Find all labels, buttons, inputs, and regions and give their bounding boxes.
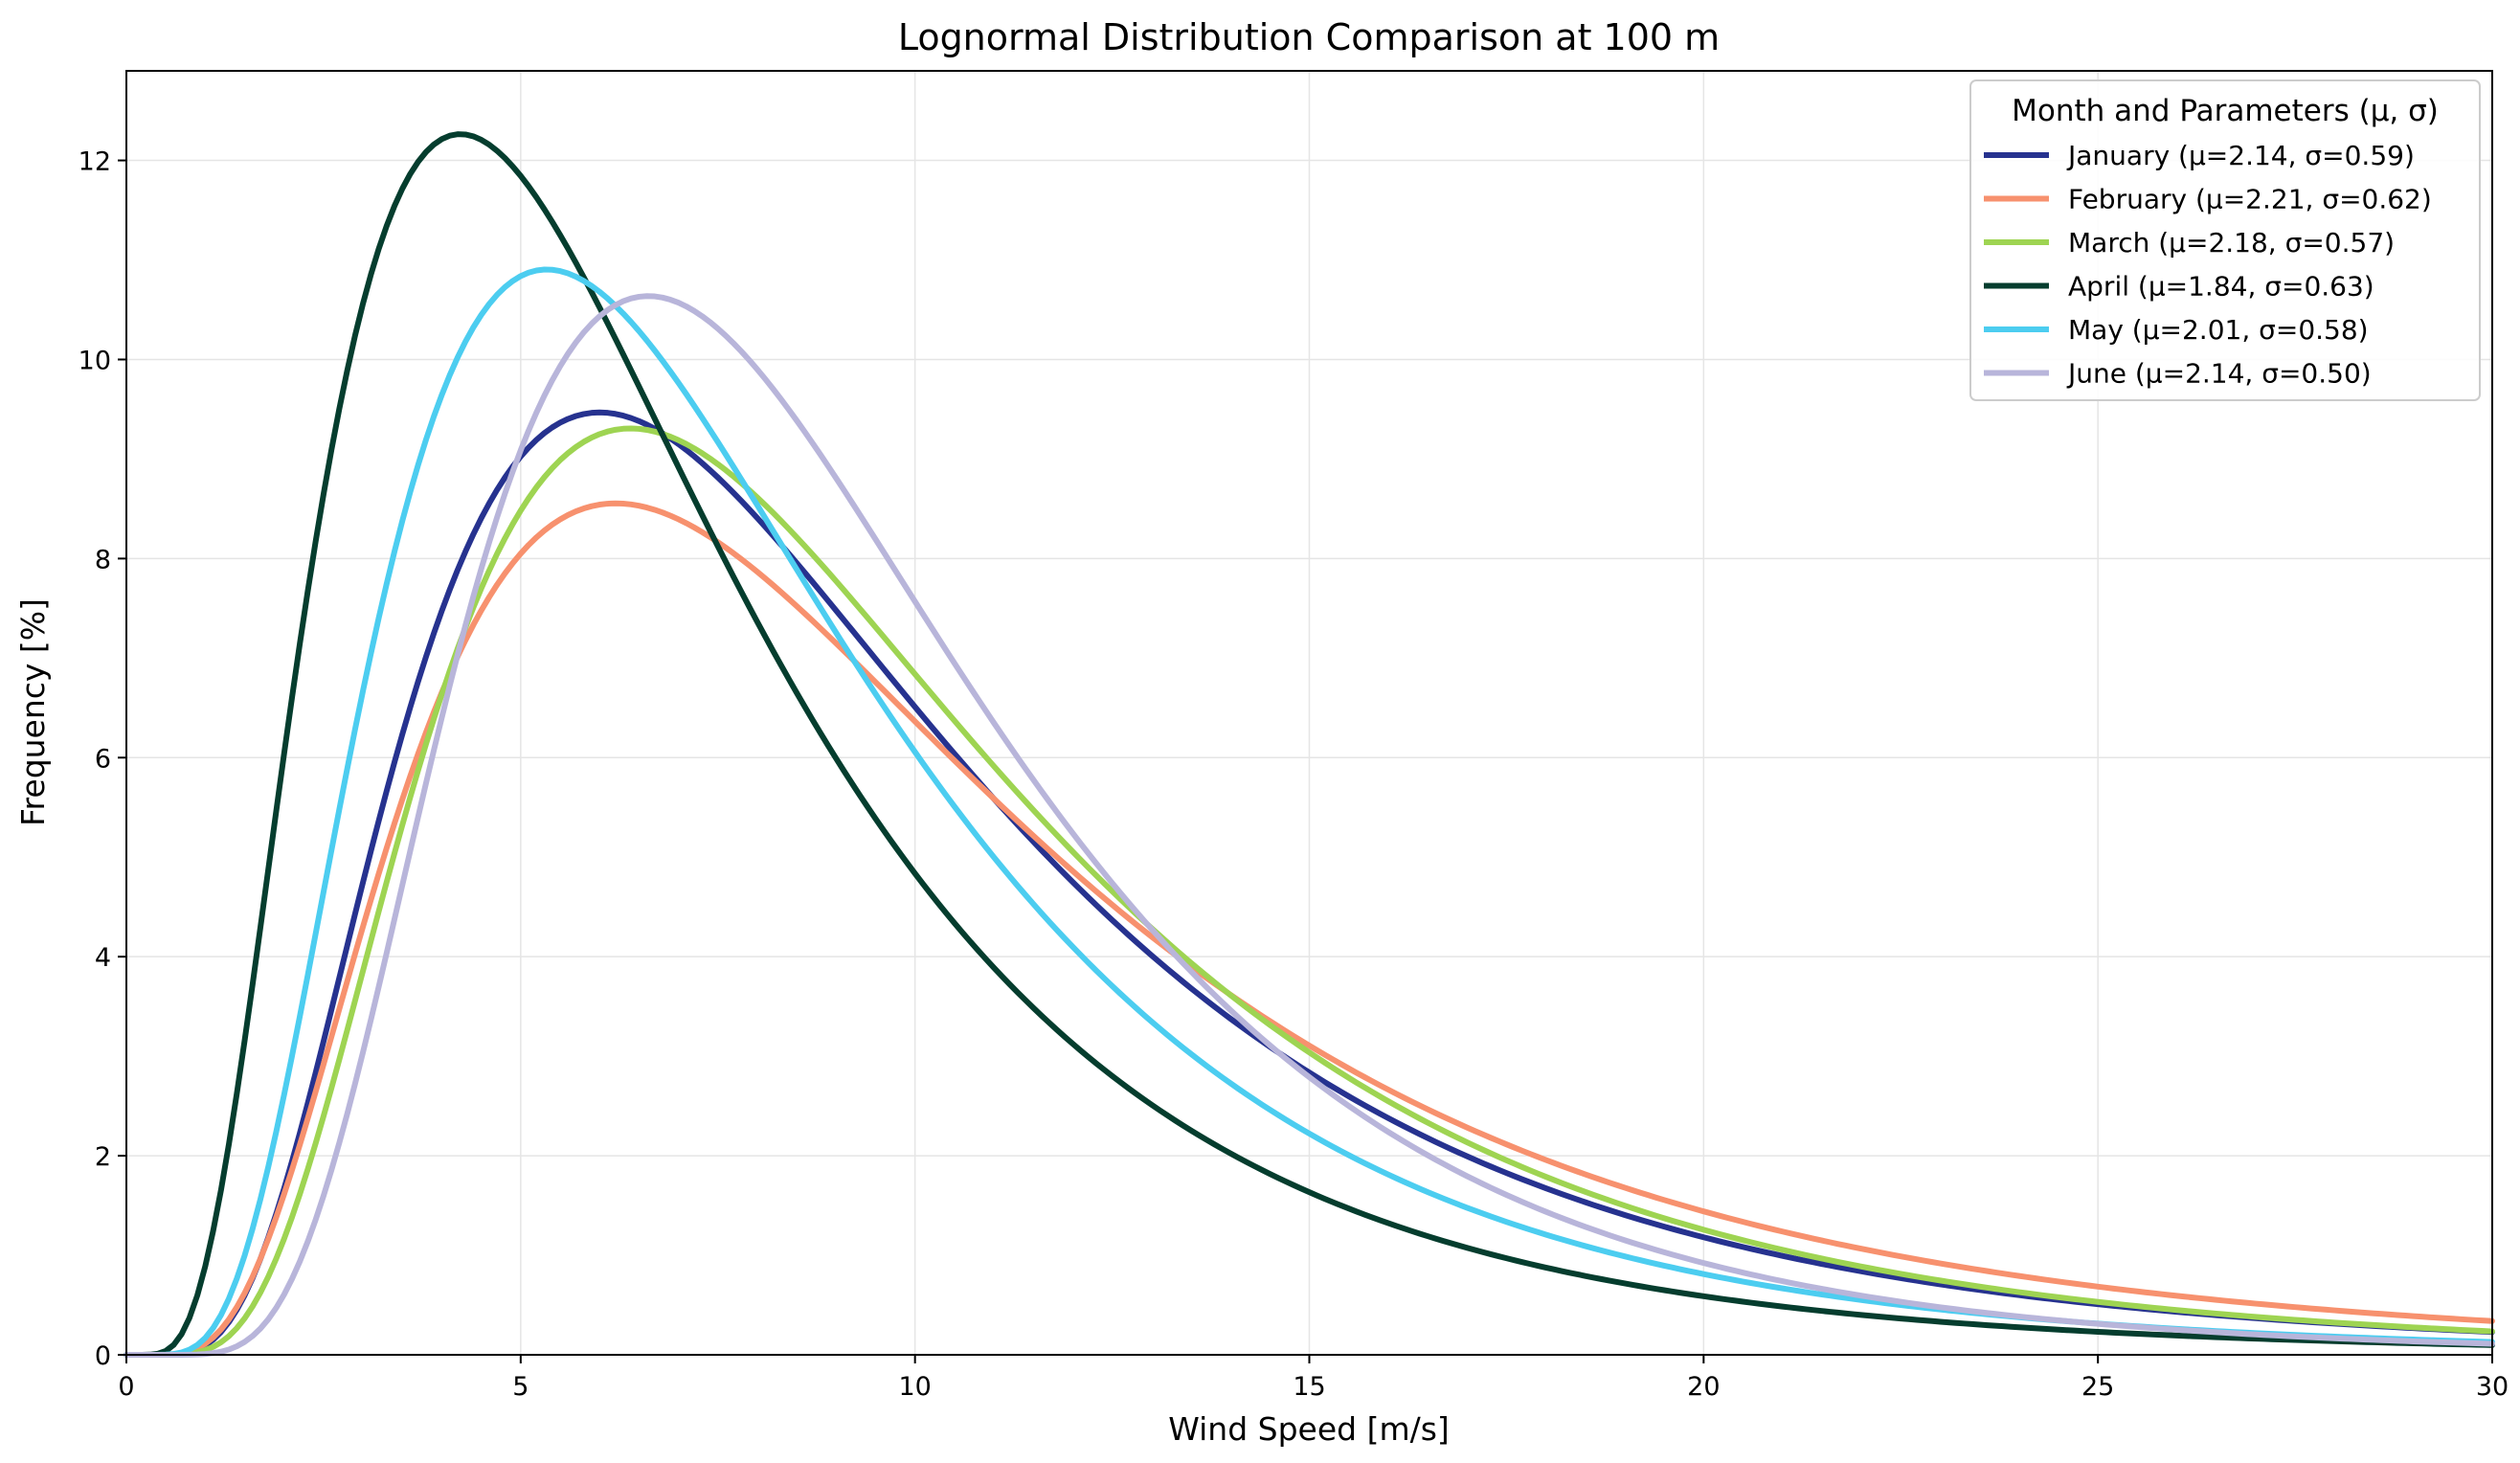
legend-label-january: January (μ=2.14, σ=0.59) bbox=[2066, 140, 2415, 171]
y-tick-label: 2 bbox=[95, 1142, 111, 1172]
chart-title: Lognormal Distribution Comparison at 100… bbox=[898, 16, 1720, 58]
x-axis-label: Wind Speed [m/s] bbox=[1168, 1410, 1450, 1448]
y-tick-label: 0 bbox=[95, 1341, 111, 1371]
x-tick-label: 10 bbox=[898, 1372, 931, 1402]
legend-box bbox=[1969, 79, 2481, 401]
series-layer bbox=[124, 131, 2495, 1358]
y-tick-label: 12 bbox=[79, 147, 111, 177]
legend-label-march: March (μ=2.18, σ=0.57) bbox=[2068, 227, 2395, 259]
y-axis-label: Frequency [%] bbox=[14, 598, 52, 826]
x-tick-label: 25 bbox=[2081, 1372, 2114, 1402]
legend-label-april: April (μ=1.84, σ=0.63) bbox=[2068, 271, 2374, 303]
legend-label-june: June (μ=2.14, σ=0.50) bbox=[2066, 358, 2372, 390]
y-tick-label: 8 bbox=[95, 545, 111, 574]
x-tick-label: 30 bbox=[2476, 1372, 2509, 1402]
series-line-march bbox=[124, 425, 2495, 1358]
series-line-april bbox=[124, 131, 2495, 1358]
tick-layer: 0 5 10 15 20 25 30 0 2 4 6 8 10 12 bbox=[79, 147, 2509, 1402]
legend-label-february: February (μ=2.21, σ=0.62) bbox=[2068, 184, 2432, 215]
y-tick-label: 4 bbox=[95, 943, 111, 973]
x-tick-label: 20 bbox=[1687, 1372, 1720, 1402]
legend-label-may: May (μ=2.01, σ=0.58) bbox=[2068, 314, 2369, 346]
x-tick-label: 15 bbox=[1293, 1372, 1325, 1402]
series-line-june bbox=[124, 293, 2495, 1358]
series-line-february bbox=[124, 500, 2495, 1358]
y-tick-label: 10 bbox=[79, 346, 111, 375]
legend-items: January (μ=2.14, σ=0.59) February (μ=2.21… bbox=[1984, 140, 2432, 390]
x-tick-label: 0 bbox=[118, 1372, 134, 1402]
y-tick-label: 6 bbox=[95, 744, 111, 774]
legend: Month and Parameters (μ, σ) January (μ=2… bbox=[1969, 79, 2481, 401]
legend-title: Month and Parameters (μ, σ) bbox=[2012, 94, 2439, 128]
x-tick-label: 5 bbox=[512, 1372, 529, 1402]
